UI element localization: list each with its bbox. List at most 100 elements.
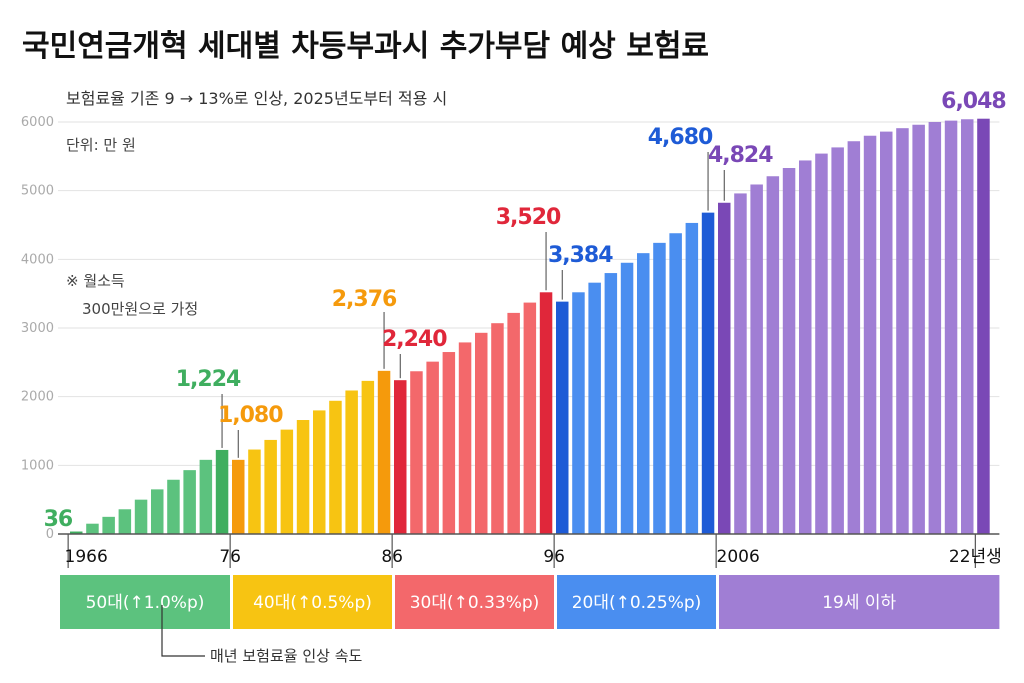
- x-tick-label: 86: [381, 547, 403, 567]
- bar: [572, 292, 585, 534]
- generation-label: 30대(↑0.33%p): [410, 593, 540, 613]
- x-tick-label: 22년생: [949, 547, 1002, 567]
- bar: [491, 323, 504, 534]
- bar: [961, 119, 974, 535]
- y-tick-label: 0: [46, 527, 54, 542]
- data-label: 6,048: [941, 89, 1006, 114]
- bars: [70, 118, 990, 535]
- bar: [701, 212, 715, 534]
- bar: [669, 233, 682, 535]
- legend-note: 매년 보험료율 인상 속도: [161, 605, 363, 665]
- bar: [394, 380, 407, 534]
- generation-block: [60, 575, 230, 629]
- data-label: 1,080: [218, 403, 283, 428]
- bar: [70, 531, 83, 534]
- bar: [377, 370, 391, 534]
- note-line-1: ※ 월소득: [66, 272, 125, 290]
- x-tick-label: 76: [219, 547, 241, 567]
- bar: [199, 459, 213, 534]
- y-axis-ticks: 0 1000 2000 3000 4000 5000 6000: [21, 115, 54, 542]
- bar: [604, 273, 618, 534]
- x-axis-ticks: 1966 76 86 96 2006 22년생: [65, 534, 1002, 568]
- bar: [183, 470, 196, 534]
- bar: [863, 135, 877, 534]
- bar: [831, 147, 844, 534]
- bar: [86, 523, 99, 534]
- bar: [296, 420, 310, 534]
- bar: [799, 160, 812, 534]
- bar: [248, 449, 261, 534]
- generation-label: 40대(↑0.5%p): [253, 593, 372, 613]
- y-tick-label: 4000: [21, 252, 54, 267]
- bar: [442, 352, 456, 534]
- bar: [847, 141, 861, 534]
- bar: [475, 332, 488, 534]
- chart-subtitle: 보험료율 기존 9 → 13%로 인상, 2025년도부터 적용 시: [66, 89, 447, 108]
- bar: [167, 479, 180, 534]
- data-label: 4,824: [708, 143, 773, 168]
- y-tick-label: 5000: [21, 184, 54, 199]
- bar: [345, 390, 358, 534]
- data-labels: 36 1,224 1,080 2,376 2,240 3,520 3,384 4,6804,8…: [44, 89, 1007, 532]
- note-line-2: 300만원으로 가정: [82, 300, 198, 318]
- bar: [361, 380, 375, 534]
- bar: [523, 302, 537, 534]
- bar: [410, 371, 423, 534]
- chart-title: 국민연금개혁 세대별 차등부과시 추가부담 예상 보험료: [22, 29, 709, 64]
- bar: [539, 292, 553, 534]
- x-tick-label: 2006: [717, 547, 760, 567]
- generation-block: [719, 575, 1000, 629]
- y-tick-label: 1000: [21, 458, 54, 473]
- bar: [264, 439, 277, 534]
- bar: [912, 124, 925, 534]
- label-leader-lines: [221, 152, 725, 458]
- bar: [426, 361, 439, 534]
- bar: [928, 122, 942, 534]
- bar: [151, 489, 164, 534]
- legend-note-text: 매년 보험료율 인상 속도: [210, 647, 363, 665]
- data-label: 3,384: [548, 243, 613, 268]
- bar: [134, 499, 148, 534]
- bar: [734, 193, 747, 534]
- generation-block: [233, 575, 392, 629]
- x-tick-label: 1966: [65, 547, 108, 567]
- bar: [766, 176, 780, 534]
- bar: [507, 312, 520, 534]
- bar: [944, 120, 958, 535]
- unit-label: 단위: 만 원: [66, 136, 136, 154]
- bar: [313, 410, 326, 534]
- data-label: 3,520: [496, 205, 561, 230]
- bar: [653, 242, 666, 534]
- bar: [556, 301, 569, 534]
- data-label: 2,240: [382, 327, 447, 352]
- y-tick-label: 2000: [21, 390, 54, 405]
- bar: [215, 449, 229, 534]
- y-tick-label: 6000: [21, 115, 54, 130]
- data-label: 1,224: [176, 367, 241, 392]
- data-label: 36: [44, 507, 73, 532]
- generation-block: [395, 575, 554, 629]
- bar: [102, 516, 115, 534]
- bar: [896, 128, 909, 534]
- y-tick-label: 3000: [21, 321, 54, 336]
- legend-note-line: [161, 605, 205, 657]
- x-tick-label: 96: [543, 547, 565, 567]
- bar: [620, 262, 634, 534]
- bar: [815, 153, 828, 534]
- data-label: 2,376: [332, 287, 397, 312]
- generation-legend-bar: 50대(↑1.0%p) 40대(↑0.5%p) 30대(↑0.33%p) 20대(↑0…: [60, 575, 1000, 629]
- generation-label: 19세 이하: [822, 593, 896, 613]
- bar: [458, 342, 472, 534]
- bar: [750, 184, 763, 534]
- generation-label: 50대(↑1.0%p): [86, 593, 205, 613]
- data-label: 4,680: [648, 125, 713, 150]
- bar: [685, 222, 699, 534]
- bar: [588, 282, 601, 534]
- generation-block: [557, 575, 716, 629]
- bar: [118, 509, 132, 534]
- bar: [782, 168, 796, 535]
- bar: [232, 459, 245, 534]
- bar: [329, 400, 342, 534]
- bar: [280, 429, 294, 534]
